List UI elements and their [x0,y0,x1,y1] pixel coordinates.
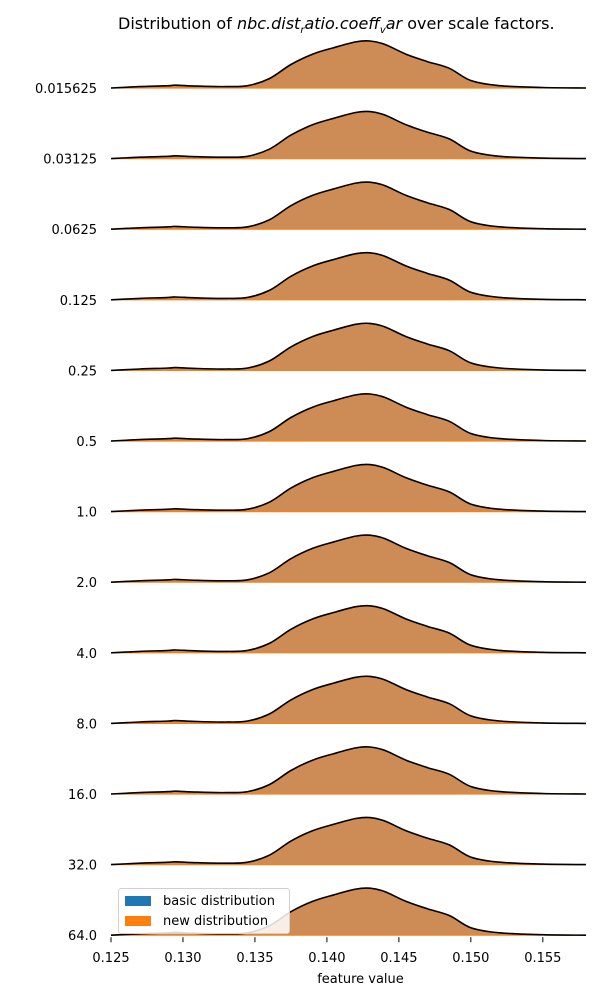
legend-swatch-basic [125,896,151,906]
scale-factor-label: 1.0 [76,506,97,521]
density-outline [110,322,587,372]
ridge-row: 16.0 [68,746,587,803]
legend: basic distribution new distribution [118,888,290,934]
x-axis-label: feature value [317,972,404,987]
x-tick-label: 0.135 [236,951,273,966]
scale-factor-label: 0.015625 [35,82,97,97]
density-area [111,182,586,230]
chart-title: Distribution of nbc.distratio.coeffvar o… [118,14,555,37]
density-area [111,817,586,865]
scale-factor-label: 0.125 [60,294,97,309]
x-tick-label: 0.130 [164,951,201,966]
density-outline [110,463,587,513]
ridge-row: 0.25 [68,322,587,379]
density-outline [110,251,587,301]
legend-swatch-new [125,916,151,926]
density-outline [110,393,587,442]
ridge-row: 1.0 [76,463,587,521]
scale-factor-label: 0.03125 [43,153,97,168]
legend-item-basic: basic distribution [125,892,275,910]
density-area [111,111,586,159]
density-outline [110,110,587,160]
ridge-row: 0.03125 [43,110,587,168]
density-area [111,746,586,794]
x-tick-label: 0.155 [524,951,561,966]
legend-label-new: new distribution [163,913,269,929]
ridge-row: 0.015625 [35,40,587,97]
ridge-row: 0.5 [76,393,587,450]
density-area [111,464,586,512]
legend-item-new: new distribution [125,912,268,930]
density-outline [110,746,587,795]
density-outline [110,181,587,230]
density-area [111,676,586,724]
scale-factor-label: 32.0 [68,859,97,874]
scale-factor-label: 4.0 [76,647,97,662]
scale-factor-label: 2.0 [76,576,97,591]
scale-factor-label: 0.0625 [52,223,98,238]
scale-factor-label: 0.25 [68,364,97,379]
density-area [111,393,586,441]
density-area [111,323,586,371]
x-axis: 0.125 0.130 0.135 0.140 0.145 0.150 0.155 featu… [92,937,561,987]
x-tick-label: 0.150 [452,951,489,966]
scale-factor-label: 16.0 [68,788,97,803]
ridge-row: 32.0 [68,816,587,874]
density-area [111,535,586,583]
ridge-row: 0.125 [60,251,587,309]
density-area [111,605,586,653]
x-tick-label: 0.145 [380,951,417,966]
scale-factor-label: 8.0 [76,717,97,732]
ridge-row: 0.0625 [52,181,587,238]
x-tick-label: 0.125 [92,951,129,966]
legend-label-basic: basic distribution [163,893,275,909]
ridge-row: 4.0 [76,604,587,662]
scale-factor-label: 0.5 [76,435,97,450]
density-outline [110,40,587,89]
ridge-row: 8.0 [76,675,587,732]
density-area [111,40,586,88]
density-outline [110,675,587,725]
scale-factor-label: 64.0 [68,929,97,944]
density-area [111,252,586,300]
x-tick-label: 0.140 [308,951,345,966]
density-outline [110,604,587,654]
ridge-row: 2.0 [76,534,587,591]
density-outline [110,534,587,583]
density-area [111,888,586,936]
density-outline [110,816,587,866]
